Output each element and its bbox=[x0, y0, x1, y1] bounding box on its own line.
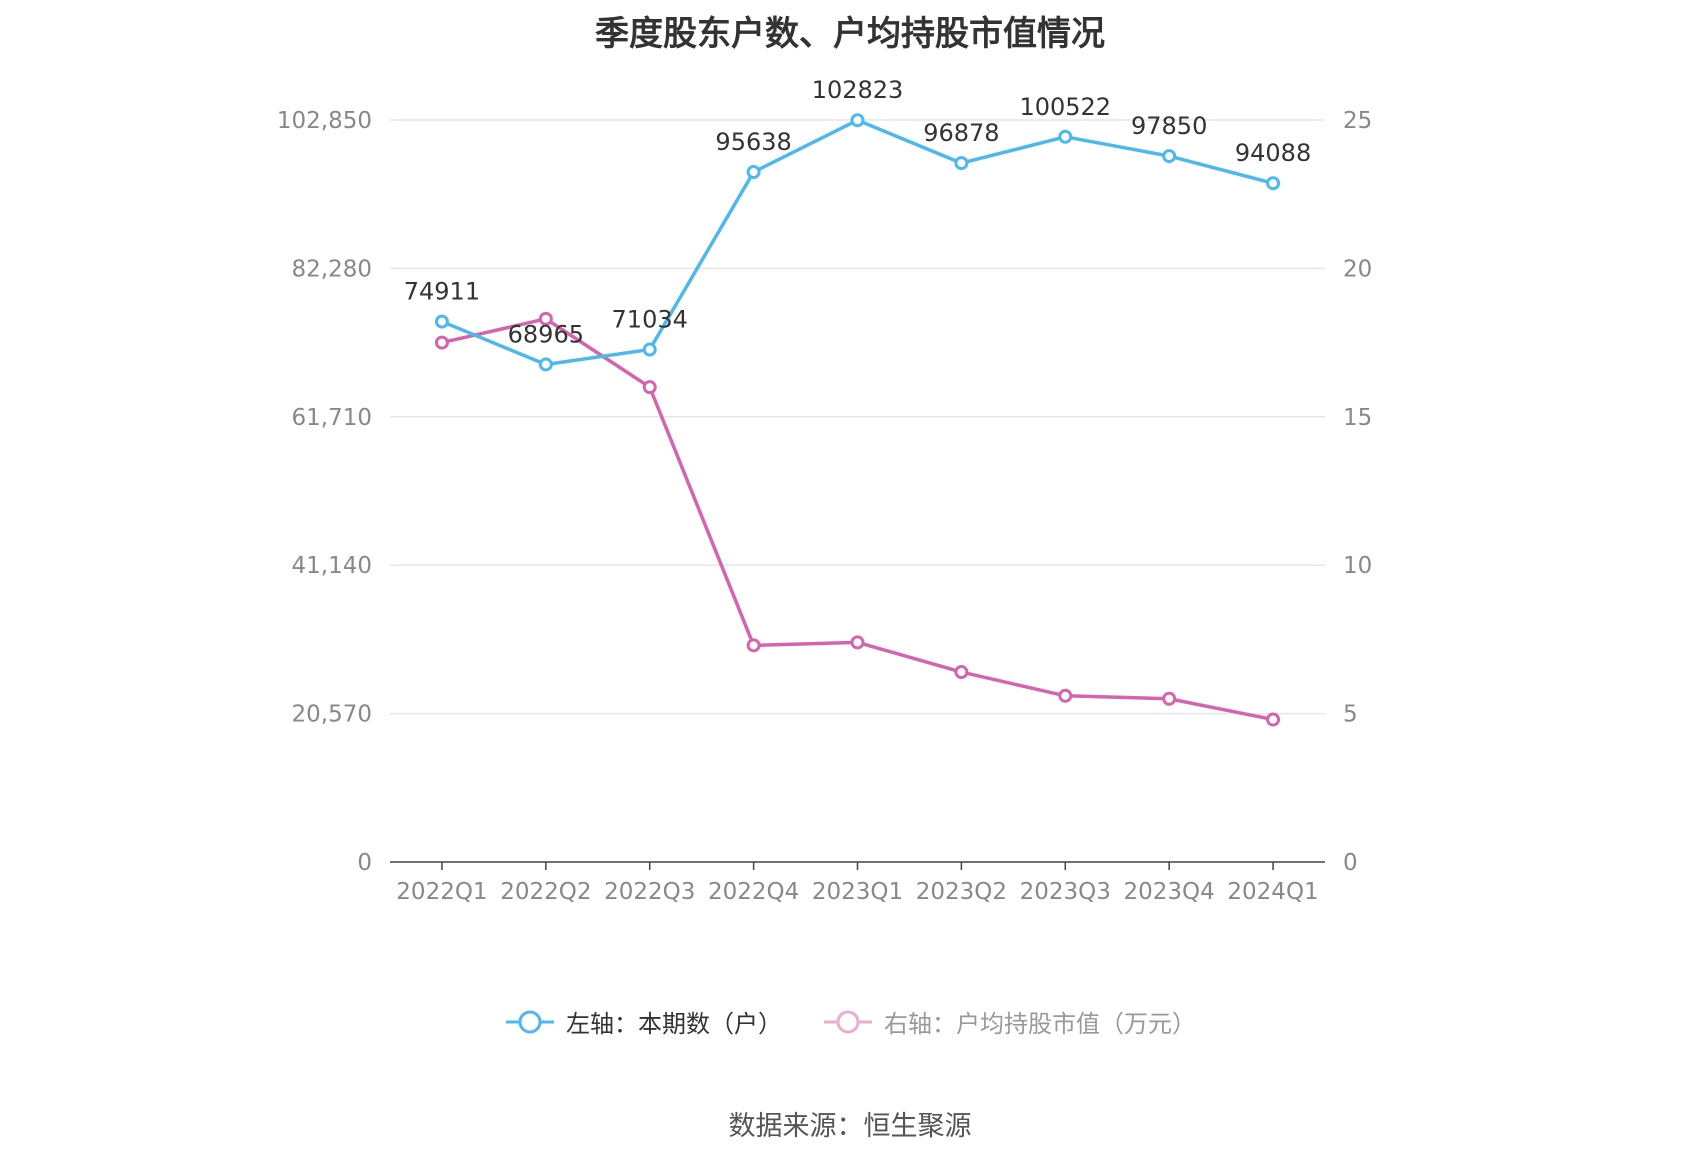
left-axis-tick-label: 41,140 bbox=[292, 553, 372, 579]
data-point-left[interactable] bbox=[434, 314, 449, 329]
right-axis-tick-label: 20 bbox=[1343, 256, 1372, 282]
left-axis-tick-label: 61,710 bbox=[292, 405, 372, 431]
x-axis-tick-label: 2023Q1 bbox=[812, 879, 903, 905]
x-axis-tick-label: 2023Q4 bbox=[1124, 879, 1215, 905]
data-label: 71034 bbox=[612, 306, 688, 334]
data-point-left[interactable] bbox=[538, 357, 553, 372]
legend-label-households: 左轴：本期数（户） bbox=[566, 1010, 782, 1038]
data-point-right[interactable] bbox=[642, 380, 657, 395]
grid-lines bbox=[390, 119, 1325, 715]
data-point-right[interactable] bbox=[1162, 691, 1177, 706]
data-label: 97850 bbox=[1131, 112, 1207, 140]
left-axis-tick-label: 82,280 bbox=[292, 256, 372, 282]
data-label: 95638 bbox=[715, 128, 791, 156]
right-axis-tick-label: 5 bbox=[1343, 702, 1358, 728]
chart-title: 季度股东户数、户均持股市值情况 bbox=[595, 14, 1105, 54]
left-axis-tick-label: 0 bbox=[357, 850, 372, 876]
legend-item-households[interactable]: 左轴：本期数（户） bbox=[504, 1004, 782, 1039]
data-point-left[interactable] bbox=[850, 113, 865, 128]
legend-item-avg-value[interactable]: 右轴：户均持股市值（万元） bbox=[822, 1004, 1196, 1039]
data-point-right[interactable] bbox=[538, 311, 553, 326]
left-axis-tick-label: 20,570 bbox=[292, 702, 372, 728]
data-point-right[interactable] bbox=[1058, 688, 1073, 703]
x-axis-tick-label: 2023Q3 bbox=[1020, 879, 1111, 905]
data-label: 100522 bbox=[1019, 93, 1111, 121]
data-point-left[interactable] bbox=[954, 156, 969, 171]
data-point-right[interactable] bbox=[434, 335, 449, 350]
series-line-right bbox=[441, 317, 1274, 722]
data-label: 68965 bbox=[508, 320, 584, 348]
x-axis-tick-label: 2022Q2 bbox=[500, 879, 591, 905]
data-point-left[interactable] bbox=[1162, 149, 1177, 164]
x-axis-tick-label: 2024Q1 bbox=[1227, 879, 1318, 905]
right-axis-tick-label: 25 bbox=[1343, 108, 1372, 134]
data-point-left[interactable] bbox=[746, 165, 761, 180]
source-note: 数据来源：恒生聚源 bbox=[728, 1111, 972, 1142]
x-axis-tick-label: 2022Q3 bbox=[604, 879, 695, 905]
right-axis-tick-label: 10 bbox=[1343, 553, 1372, 579]
data-label: 94088 bbox=[1235, 139, 1311, 167]
right-axis-tick-label: 0 bbox=[1343, 850, 1358, 876]
data-labels: 74911 68965 71034 95638 102823 96878 100522 978… bbox=[404, 76, 1311, 348]
data-label: 74911 bbox=[404, 278, 480, 306]
legend-line-marker-icon bbox=[506, 1010, 554, 1033]
left-axis-tick-label: 102,850 bbox=[277, 108, 372, 134]
data-label: 96878 bbox=[923, 119, 999, 147]
data-point-left[interactable] bbox=[1058, 129, 1073, 144]
data-point-right[interactable] bbox=[954, 665, 969, 680]
x-axis-tick-label: 2022Q4 bbox=[708, 879, 799, 905]
data-point-right[interactable] bbox=[850, 635, 865, 650]
right-axis-tick-label: 15 bbox=[1343, 405, 1372, 431]
x-axis-tick-label: 2023Q2 bbox=[916, 879, 1007, 905]
series bbox=[434, 113, 1281, 727]
axes: 0 0 20,570 5 41,140 10 61,710 15 82,280 20 102,850… bbox=[277, 108, 1372, 905]
x-axis-tick-label: 2022Q1 bbox=[396, 879, 487, 905]
data-point-left[interactable] bbox=[1266, 176, 1281, 191]
legend: 左轴：本期数（户） 右轴：户均持股市值（万元） bbox=[0, 1004, 1700, 1039]
line-chart: 0 0 20,570 5 41,140 10 61,710 15 82,280 20 102,850… bbox=[277, 76, 1372, 905]
data-point-left[interactable] bbox=[642, 342, 657, 357]
data-point-right[interactable] bbox=[746, 638, 761, 653]
data-label: 102823 bbox=[812, 76, 904, 104]
data-point-right[interactable] bbox=[1266, 712, 1281, 727]
legend-label-avg-value: 右轴：户均持股市值（万元） bbox=[884, 1010, 1196, 1038]
legend-line-marker-icon bbox=[824, 1010, 872, 1033]
